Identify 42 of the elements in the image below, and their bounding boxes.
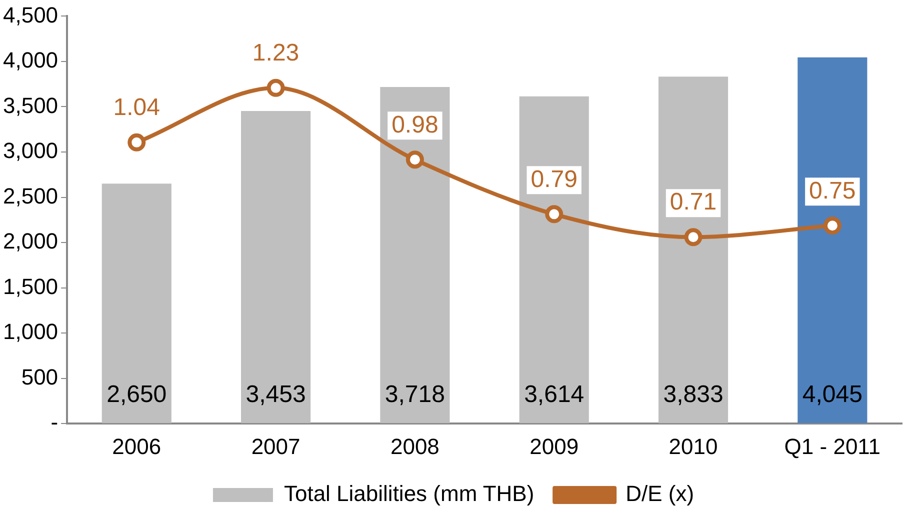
y-tick-label: 1,000 xyxy=(2,319,58,344)
bar xyxy=(658,76,728,424)
y-tick-label: 3,000 xyxy=(2,138,58,164)
y-tick-label: 2,000 xyxy=(2,228,58,254)
data-label: 0.79 xyxy=(530,166,578,193)
point xyxy=(406,150,424,169)
x-tick-label: Q1 - 2011 xyxy=(784,434,881,459)
y-tick-label: 500 xyxy=(21,364,58,390)
data-label: 0.71 xyxy=(670,188,717,216)
x-tick-label: 2010 xyxy=(668,434,718,459)
point xyxy=(684,228,702,246)
bar xyxy=(102,184,172,424)
point xyxy=(823,216,842,235)
data-label: 3,718 xyxy=(384,381,445,408)
y-tick-label: 4,500 xyxy=(2,2,58,28)
y-tick-label: 4,000 xyxy=(2,48,58,73)
bar xyxy=(798,57,868,424)
data-label: 0.98 xyxy=(392,111,438,138)
data-label: 1.04 xyxy=(113,94,160,122)
point xyxy=(266,78,285,97)
x-tick-label: 2007 xyxy=(251,434,300,459)
x-tick-label: 2006 xyxy=(112,434,162,459)
y-tick-label: 3,500 xyxy=(2,92,58,118)
data-label: 3,833 xyxy=(663,381,724,408)
legend-label: Total Liabilities (mm THB) xyxy=(284,481,534,506)
data-label: 1.23 xyxy=(252,40,300,67)
y-tick-label: 1,500 xyxy=(2,274,58,299)
data-label: 2,650 xyxy=(106,381,167,408)
point xyxy=(128,133,146,152)
bar xyxy=(380,86,450,424)
data-label: 3,614 xyxy=(524,381,584,408)
bar xyxy=(241,110,311,424)
y-tick-label: 2,500 xyxy=(2,183,58,208)
data-label: 4,045 xyxy=(802,381,862,408)
y-tick-label: - xyxy=(50,410,58,435)
x-tick-label: 2008 xyxy=(390,434,440,459)
point xyxy=(545,205,564,224)
bar xyxy=(519,96,589,424)
data-label: 0.75 xyxy=(809,177,856,204)
x-tick-label: 2009 xyxy=(530,434,579,459)
legend-label: D/E (x) xyxy=(626,481,694,506)
data-label: 3,453 xyxy=(246,381,306,408)
